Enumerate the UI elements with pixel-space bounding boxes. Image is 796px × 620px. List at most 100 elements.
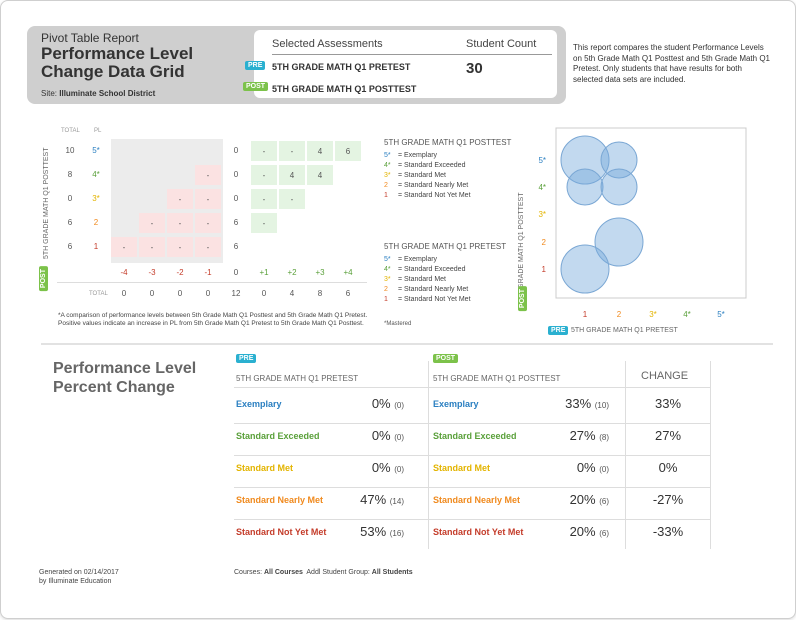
grid-cell: -	[167, 237, 193, 257]
pre-badge: PRE	[245, 61, 266, 70]
grid-cell: 4	[307, 165, 333, 185]
post-percent: 33% (10)	[565, 396, 609, 411]
legend-posttest: 5TH GRADE MATH Q1 POSTTEST 5* = Exemplar…	[384, 138, 511, 201]
x-tick-label: 2	[617, 310, 622, 319]
bottom-total: 0	[205, 289, 211, 298]
percent-change-title: Performance Level Percent Change	[53, 360, 197, 396]
change-value: 33%	[654, 396, 682, 411]
bubble-point	[600, 168, 638, 206]
grid-cell: -	[279, 189, 305, 209]
post-level-label: Standard Nearly Met	[433, 495, 521, 505]
row-pl: 4*	[92, 170, 100, 179]
row-pl: 3*	[92, 194, 100, 203]
student-count-value: 30	[466, 60, 483, 77]
change-label: +3	[315, 268, 325, 277]
post-count: (8)	[599, 433, 609, 442]
pre-count: (0)	[394, 465, 404, 474]
student-count-label: Student Count	[466, 38, 537, 50]
y-tick-label: 4*	[538, 183, 546, 192]
grid-cell: -	[279, 141, 305, 161]
y-tick-label: 1	[542, 265, 547, 274]
row-total: 6	[67, 218, 73, 227]
generated-by: by Illuminate Education	[39, 578, 112, 585]
pre-level-label: Standard Met	[236, 463, 294, 473]
row-zero-change: 0	[233, 146, 239, 155]
bottom-total: 8	[317, 289, 323, 298]
bottom-total-header: TOTAL	[89, 291, 108, 297]
pre-percent: 53% (16)	[360, 524, 404, 539]
legend-item: 2 = Standard Nearly Met	[384, 285, 506, 295]
row-zero-change: 6	[233, 242, 239, 251]
y-tick-label: 2	[542, 238, 547, 247]
row-divider	[234, 423, 711, 424]
bubble-post-badge: POST	[518, 286, 527, 312]
legend-pretest: 5TH GRADE MATH Q1 PRETEST 5* = Exemplary…	[384, 242, 506, 305]
post-count: (10)	[594, 401, 609, 410]
pre-count: (16)	[389, 529, 404, 538]
legend-code: 4*	[384, 266, 391, 273]
legend-label: = Standard Exceeded	[396, 266, 466, 273]
post-badge: POST	[243, 82, 269, 91]
grid-post-badge: POST	[39, 266, 48, 292]
legend-code: 5*	[384, 256, 391, 263]
grid-cell: -	[195, 189, 221, 209]
legend-code: 4*	[384, 162, 391, 169]
row-total: 0	[67, 194, 73, 203]
pre-count: (14)	[389, 497, 404, 506]
legend-code: 1	[384, 192, 388, 199]
row-total: 10	[65, 146, 75, 155]
row-total: 8	[67, 170, 73, 179]
legend-pretest-title: 5TH GRADE MATH Q1 PRETEST	[384, 242, 507, 251]
change-label: -1	[204, 268, 212, 277]
table-pre-header: 5TH GRADE MATH Q1 PRETEST	[236, 374, 359, 383]
courses-info: Courses: All Courses Addl Student Group:…	[234, 569, 413, 576]
post-axis-label: 5TH GRADE MATH Q1 POSTTEST	[43, 147, 50, 260]
site-label: Site: Illuminate School District	[41, 89, 156, 98]
grid-cell: -	[195, 165, 221, 185]
table-post-badge: POST	[433, 354, 459, 363]
selected-assessments-box: Selected Assessments Student Count 5TH G…	[254, 30, 557, 98]
report-header: Pivot Table Report Performance Level Cha…	[27, 26, 566, 104]
x-tick-label: 4*	[683, 310, 691, 319]
change-label: -2	[176, 268, 184, 277]
legend-code: 2	[384, 286, 388, 293]
grid-cell: -	[251, 189, 277, 209]
post-level-label: Standard Not Yet Met	[433, 527, 524, 537]
row-pl: 1	[93, 242, 99, 251]
change-label: +4	[343, 268, 353, 277]
section-divider	[41, 343, 773, 345]
courses-value: All Courses	[263, 569, 303, 576]
legend-label: = Standard Met	[396, 172, 447, 179]
bubble-pre-badge: PRE	[548, 326, 569, 335]
legend-label: = Standard Not Yet Met	[396, 192, 471, 199]
legend-code: 3*	[384, 276, 391, 283]
post-level-label: Standard Met	[433, 463, 491, 473]
post-level-label: Standard Exceeded	[433, 431, 517, 441]
table-post-header: 5TH GRADE MATH Q1 POSTTEST	[433, 374, 561, 383]
table-header-line	[234, 387, 711, 388]
legend-item: 1 = Standard Not Yet Met	[384, 295, 506, 305]
legend-item: 5* = Exemplary	[384, 151, 511, 161]
pre-level-label: Standard Nearly Met	[236, 495, 324, 505]
pre-count: (0)	[394, 433, 404, 442]
report-type-label: Pivot Table Report	[41, 31, 139, 45]
bubble-frame	[555, 127, 747, 299]
generated-date: Generated on 02/14/2017	[39, 569, 119, 576]
pre-level-label: Exemplary	[236, 399, 282, 409]
bottom-total: 0	[149, 289, 155, 298]
divider	[272, 54, 552, 55]
bottom-total: 0	[121, 289, 127, 298]
table-pre-badge: PRE	[236, 354, 257, 363]
bubble-point	[594, 217, 644, 267]
bubble-point	[560, 244, 610, 294]
x-tick-label: 3*	[649, 310, 657, 319]
pre-percent: 0% (0)	[371, 396, 404, 411]
grid-cell: -	[251, 141, 277, 161]
bubble-x-axis-label: 5TH GRADE MATH Q1 PRETEST	[571, 327, 678, 334]
intro-text: This report compares the student Perform…	[573, 43, 770, 84]
grid-cell: -	[167, 189, 193, 209]
total-header: TOTAL	[61, 128, 80, 134]
legend-label: = Standard Exceeded	[396, 162, 466, 169]
change-label: +2	[287, 268, 297, 277]
